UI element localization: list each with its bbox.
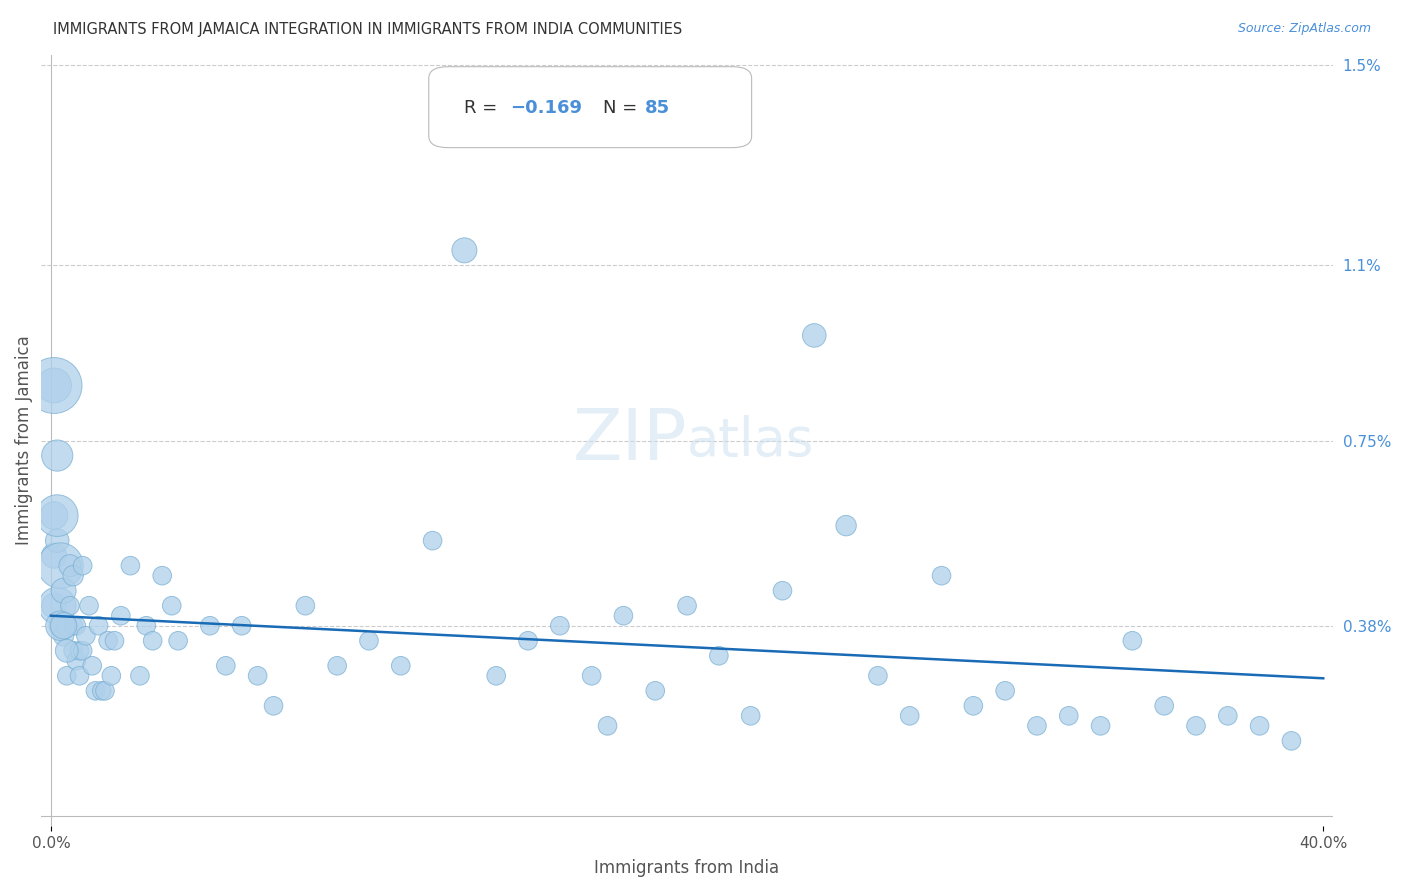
Point <box>62 618 84 632</box>
Point <box>1057 708 1080 723</box>
Point <box>94 683 117 698</box>
Point <box>389 658 412 673</box>
Point <box>707 648 730 663</box>
Point <box>263 698 285 713</box>
Point <box>676 599 699 613</box>
Point <box>142 633 165 648</box>
Point <box>49 618 72 632</box>
Point <box>59 599 82 613</box>
Text: IMMIGRANTS FROM JAMAICA INTEGRATION IN IMMIGRANTS FROM INDIA COMMUNITIES: IMMIGRANTS FROM JAMAICA INTEGRATION IN I… <box>53 22 683 37</box>
Point <box>160 599 183 613</box>
Point <box>1090 719 1112 733</box>
Point <box>898 708 921 723</box>
Point <box>517 633 540 648</box>
Point <box>62 644 84 658</box>
Point <box>103 633 125 648</box>
Point <box>485 669 508 683</box>
Point <box>65 654 87 668</box>
Y-axis label: Immigrants from Jamaica: Immigrants from Jamaica <box>15 335 32 545</box>
Point <box>326 658 349 673</box>
Point <box>135 618 157 632</box>
Point <box>357 633 380 648</box>
Point <box>129 669 152 683</box>
Point <box>1281 734 1303 748</box>
Point <box>1249 719 1271 733</box>
Text: Source: ZipAtlas.com: Source: ZipAtlas.com <box>1237 22 1371 36</box>
Point <box>42 549 65 563</box>
Point <box>42 599 65 613</box>
Point <box>52 583 75 598</box>
Point <box>231 618 253 632</box>
Point <box>548 618 571 632</box>
Text: −0.169: −0.169 <box>510 98 582 117</box>
Point <box>596 719 619 733</box>
Point <box>72 558 94 573</box>
Point <box>46 533 69 548</box>
Point <box>46 449 69 463</box>
Point <box>215 658 238 673</box>
Point <box>84 683 107 698</box>
Point <box>52 618 75 632</box>
Point <box>42 378 65 392</box>
Point <box>110 608 132 623</box>
Point <box>75 629 97 643</box>
Point <box>65 618 87 632</box>
Point <box>77 599 100 613</box>
Point <box>100 669 122 683</box>
Point <box>42 378 65 392</box>
Point <box>1216 708 1239 723</box>
Point <box>962 698 984 713</box>
Point <box>72 644 94 658</box>
Text: ZIP: ZIP <box>572 406 688 475</box>
Text: N =: N = <box>603 98 643 117</box>
Point <box>46 508 69 523</box>
Point <box>772 583 794 598</box>
Point <box>55 618 77 632</box>
Point <box>866 669 889 683</box>
Point <box>59 558 82 573</box>
Point <box>42 508 65 523</box>
Text: 85: 85 <box>644 98 669 117</box>
Point <box>246 669 269 683</box>
Point <box>581 669 603 683</box>
Point <box>167 633 190 648</box>
Point <box>69 644 91 658</box>
Point <box>90 683 112 698</box>
Point <box>803 328 825 343</box>
Point <box>49 558 72 573</box>
Point <box>1185 719 1208 733</box>
Point <box>644 683 666 698</box>
Point <box>87 618 110 632</box>
FancyBboxPatch shape <box>429 67 752 148</box>
Point <box>740 708 762 723</box>
Point <box>994 683 1017 698</box>
Point <box>55 644 77 658</box>
Point <box>294 599 316 613</box>
Point <box>46 599 69 613</box>
Point <box>422 533 444 548</box>
X-axis label: Immigrants from India: Immigrants from India <box>595 859 779 877</box>
Point <box>55 669 77 683</box>
Point <box>49 618 72 632</box>
Point <box>453 244 475 258</box>
Point <box>835 518 858 533</box>
Point <box>97 633 120 648</box>
Point <box>69 669 91 683</box>
Text: atlas: atlas <box>688 415 814 467</box>
Point <box>150 568 173 582</box>
Point <box>1026 719 1049 733</box>
Point <box>931 568 953 582</box>
Point <box>612 608 634 623</box>
Point <box>198 618 221 632</box>
Text: R =: R = <box>464 98 502 117</box>
Point <box>82 658 104 673</box>
Point <box>120 558 142 573</box>
Point <box>1121 633 1143 648</box>
Point <box>62 568 84 582</box>
Point <box>1153 698 1175 713</box>
Point <box>52 629 75 643</box>
